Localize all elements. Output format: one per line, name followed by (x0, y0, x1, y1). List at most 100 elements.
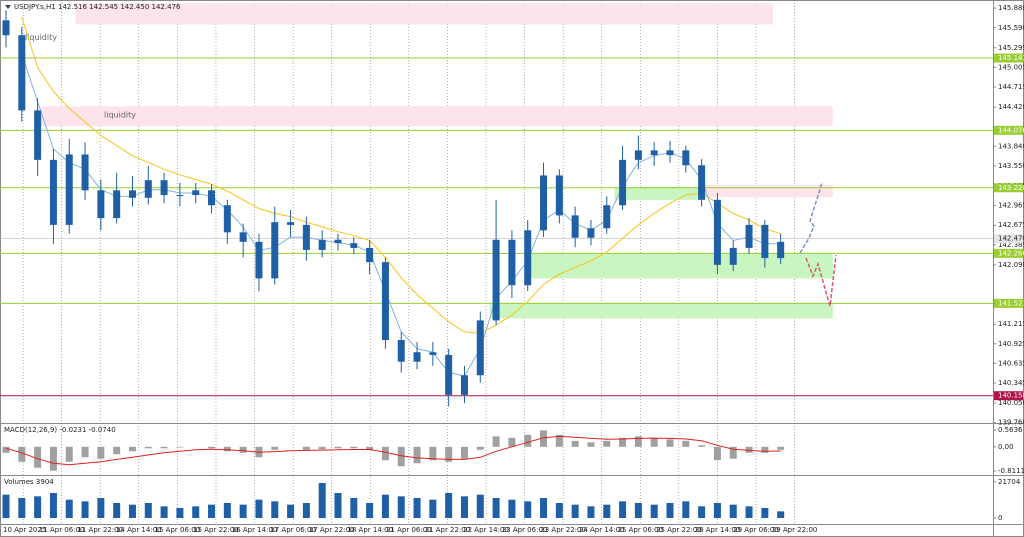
candle-body (634, 150, 642, 160)
volume-bar (350, 498, 358, 518)
volume-bar (476, 494, 484, 518)
level-label: 144.076 (998, 126, 1024, 134)
macd-bar (634, 436, 642, 447)
macd-bar (2, 446, 10, 453)
macd-bar (160, 446, 168, 449)
macd-bar (350, 446, 358, 449)
macd-bar (587, 442, 595, 447)
chart-title: USDJPY.s,H1 142.516 142.545 142.450 142.… (14, 3, 181, 11)
candle-body (2, 20, 10, 36)
macd-bar (65, 446, 73, 462)
candle-body (619, 159, 627, 206)
candle-body (128, 190, 136, 198)
macd-bar (334, 446, 342, 449)
candle-body (666, 150, 674, 156)
candle-body (650, 150, 658, 156)
macd-bar (698, 445, 706, 447)
annotation: liquidity (25, 33, 57, 42)
current-price-tag (994, 234, 1023, 244)
x-tick-label: 21 Apr 06:00 (386, 526, 432, 534)
volume-bar (777, 511, 785, 518)
candle-body (176, 195, 184, 197)
volume-bar (761, 508, 769, 518)
volume-bar (413, 498, 421, 518)
zone (700, 184, 833, 198)
level-tag (994, 391, 1023, 401)
y-tick-label: 21704 (998, 478, 1021, 486)
candle-body (192, 190, 200, 196)
volume-bar (255, 499, 263, 518)
y-tick-label: 145.005 (998, 63, 1024, 71)
volume-bar (271, 501, 279, 518)
volume-bar (540, 498, 548, 518)
macd-bar (413, 446, 421, 464)
macd-bar (113, 446, 121, 455)
y-tick-label: 140.050 (998, 399, 1024, 407)
y-tick-label: 139.760 (998, 419, 1024, 427)
x-tick-label: 17 Apr 06:00 (270, 526, 316, 534)
volume-bar (49, 493, 57, 518)
x-tick-label: 17 Apr 22:00 (309, 526, 355, 534)
volume-bar (682, 501, 690, 518)
macd-bar (508, 437, 516, 447)
x-tick-label: 29 Apr 06:00 (733, 526, 779, 534)
macd-bar (777, 446, 785, 450)
moving-average (21, 16, 781, 334)
volume-bar (650, 504, 658, 518)
macd-bar (761, 446, 769, 453)
y-tick-label: 0 (998, 514, 1002, 522)
x-tick-label: 10 Apr 2025 (3, 526, 46, 534)
candle-body (603, 205, 611, 229)
candle-body (508, 239, 516, 286)
volume-bar (555, 503, 563, 518)
volume-bar (745, 506, 753, 518)
macd-bar (271, 446, 279, 450)
candle-body (34, 110, 42, 160)
y-tick-label: 143.840 (998, 142, 1024, 150)
macd-bar (460, 446, 468, 459)
zone (489, 302, 833, 319)
candle-body (81, 154, 89, 191)
macd-bar (729, 446, 737, 459)
candle-body (113, 190, 121, 219)
y-tick-label: 145.880 (998, 4, 1024, 12)
volume-bar (366, 503, 374, 518)
y-tick-label: 140.345 (998, 379, 1024, 387)
macd-bar (682, 440, 690, 447)
candle-body (255, 241, 263, 279)
x-tick-label: 16 Apr 14:00 (232, 526, 278, 534)
x-tick-label: 11 Apr 22:00 (77, 526, 123, 534)
x-tick-label: 18 Apr 14:00 (347, 526, 393, 534)
candle-body (587, 228, 595, 238)
level-label: 145.143 (998, 54, 1024, 62)
macd-bar (239, 446, 247, 453)
macd-bar (128, 446, 136, 452)
candle-body (745, 224, 753, 248)
level-label: 140.158 (998, 392, 1024, 400)
y-tick-label: 142.675 (998, 221, 1024, 229)
background-layer (0, 0, 993, 524)
macd-bar (571, 440, 579, 447)
x-tick-label: 28 Apr 14:00 (695, 526, 741, 534)
volume-bar (128, 504, 136, 518)
current-price-label: 142.476 (998, 235, 1024, 243)
volume-bar (318, 483, 326, 518)
candle-body (492, 239, 500, 321)
volume-bar (176, 508, 184, 518)
macd-bar (745, 446, 753, 453)
x-tick-label: 22 Apr 14:00 (463, 526, 509, 534)
zone (614, 186, 701, 200)
zone (527, 253, 833, 279)
candle-body (729, 247, 737, 265)
candle-body (160, 180, 168, 196)
zone (40, 106, 833, 126)
level-tag (994, 53, 1023, 63)
candle-body (350, 243, 358, 248)
macd-bar (97, 446, 105, 459)
volume-bar (160, 506, 168, 518)
x-tick-label: 23 Apr 22:00 (540, 526, 586, 534)
candle-body (682, 150, 690, 166)
candle-body (18, 35, 26, 111)
